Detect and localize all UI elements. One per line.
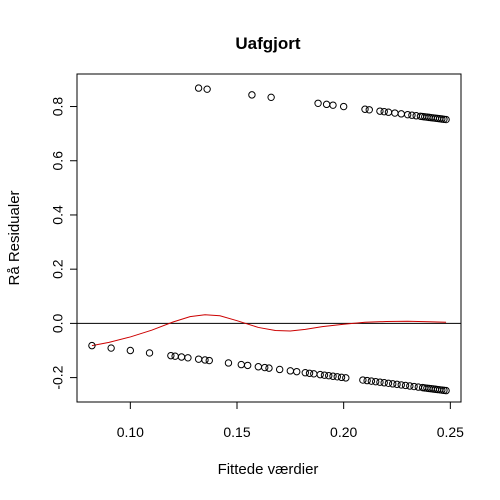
data-point [397,381,405,389]
data-point [376,378,384,386]
data-point [171,352,179,360]
data-point [126,346,135,355]
data-point [320,371,329,379]
data-point [337,373,346,382]
data-point [167,351,175,360]
data-point [380,107,388,116]
data-point [265,364,273,372]
data-point [333,373,341,381]
data-point [359,376,367,384]
data-point [397,110,405,118]
data-point [248,91,256,99]
data-point [406,382,414,390]
data-point [410,382,418,391]
data-point [403,110,412,119]
data-point [205,356,213,365]
y-axis-label: Rå Residualer [6,190,23,285]
data-point [237,360,245,369]
data-point [301,369,309,377]
data-point [267,93,275,102]
y-tick-label: 0.6 [50,151,66,171]
data-point [194,355,203,363]
x-tick-label: 0.15 [223,424,250,440]
x-axis-label: Fittede værdier [218,461,319,478]
data-point [322,100,331,109]
data-point [88,341,96,350]
y-axis: -0.2 0.0 0.2 0.4 0.6 0.8 [50,97,77,390]
data-point [243,361,252,370]
data-point [329,372,337,380]
smooth-fit-line [91,314,447,347]
data-point [408,111,416,119]
data-point [365,106,373,114]
x-axis: 0.10 0.15 0.20 0.25 [117,402,464,440]
data-point [107,344,115,352]
plot-frame [76,73,462,403]
y-tick-label: 0.4 [50,205,66,225]
data-point [442,115,450,124]
data-point [194,84,203,92]
data-point [393,380,401,389]
data-point [286,367,295,375]
data-point [314,99,322,107]
y-tick-label: 0.2 [50,259,66,279]
data-point [145,349,154,357]
data-point [261,363,269,372]
data-point [391,109,399,117]
data-point [371,377,380,386]
data-point [325,372,333,380]
data-point [329,101,337,109]
data-point [316,370,324,379]
data-point [401,381,410,390]
data-point [310,370,318,378]
data-point [224,359,233,367]
data-point [254,363,263,371]
data-point [384,108,393,116]
data-point [339,102,348,111]
residual-points [88,84,450,395]
data-point [367,377,376,385]
x-tick-label: 0.20 [330,424,357,440]
data-point [380,379,388,387]
data-point [305,369,314,377]
y-tick-label: 0.8 [50,97,66,117]
data-point [384,379,393,387]
data-point [376,107,384,115]
data-point [177,353,186,361]
data-point [184,354,192,362]
y-tick-label: -0.2 [50,365,66,389]
data-point [363,376,371,385]
data-point [201,356,209,364]
y-tick-label: 0.0 [50,313,66,333]
data-point [389,380,397,388]
data-point [293,367,301,376]
data-point [275,365,284,374]
x-tick-label: 0.10 [117,424,144,440]
data-point [442,386,450,395]
data-point [342,374,350,382]
x-tick-label: 0.25 [437,424,464,440]
data-point [361,105,369,113]
chart-title: Uafgjort [235,34,301,53]
data-point [203,85,211,93]
